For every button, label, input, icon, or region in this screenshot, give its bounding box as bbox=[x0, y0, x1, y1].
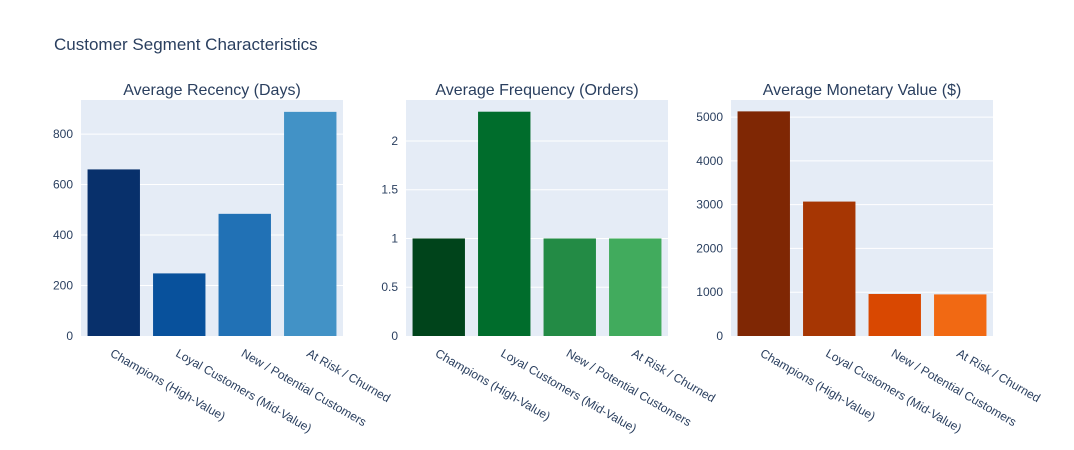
y-tick-label: 600 bbox=[53, 178, 73, 192]
subplot-monetary: 0 1000 2000 3000 4000 5000 Champions (High-Val… bbox=[696, 82, 1043, 435]
subplot-title-recency: Average Recency (Days) bbox=[123, 82, 301, 99]
bar-recency-2[interactable] bbox=[153, 273, 205, 336]
y-tick-label: 3000 bbox=[696, 198, 723, 212]
figure-title: Customer Segment Characteristics bbox=[54, 35, 318, 54]
y-tick-label: 1000 bbox=[696, 285, 723, 299]
bar-recency-1[interactable] bbox=[88, 169, 140, 336]
x-tick-label: Champions (High-Value) bbox=[108, 346, 228, 423]
bar-frequency-3[interactable] bbox=[544, 238, 596, 336]
y-tick-label: 2000 bbox=[696, 241, 723, 255]
subplot-title-frequency: Average Frequency (Orders) bbox=[435, 82, 638, 99]
y-tick-label: 0.5 bbox=[381, 280, 398, 294]
subplot-title-monetary: Average Monetary Value ($) bbox=[763, 82, 962, 99]
bar-monetary-2[interactable] bbox=[803, 202, 855, 336]
x-tick-label: Champions (High-Value) bbox=[758, 346, 878, 423]
bar-monetary-4[interactable] bbox=[934, 294, 986, 336]
bar-frequency-2[interactable] bbox=[478, 112, 530, 336]
y-tick-label: 4000 bbox=[696, 154, 723, 168]
x-tick-label: Champions (High-Value) bbox=[433, 346, 553, 423]
y-tick-label: 1.5 bbox=[381, 183, 398, 197]
bar-monetary-1[interactable] bbox=[738, 111, 790, 336]
y-tick-label: 1 bbox=[391, 231, 398, 245]
bar-frequency-4[interactable] bbox=[609, 238, 661, 336]
bar-frequency-1[interactable] bbox=[413, 238, 465, 336]
y-tick-label: 0 bbox=[391, 329, 398, 343]
bar-monetary-3[interactable] bbox=[869, 294, 921, 336]
y-tick-label: 5000 bbox=[696, 110, 723, 124]
bar-recency-4[interactable] bbox=[284, 112, 336, 336]
y-tick-label: 0 bbox=[716, 329, 723, 343]
y-tick-label: 200 bbox=[53, 279, 73, 293]
y-tick-label: 400 bbox=[53, 228, 73, 242]
y-tick-label: 800 bbox=[53, 127, 73, 141]
y-tick-label: 2 bbox=[391, 134, 398, 148]
y-tick-label: 0 bbox=[66, 329, 73, 343]
bar-recency-3[interactable] bbox=[219, 214, 271, 336]
